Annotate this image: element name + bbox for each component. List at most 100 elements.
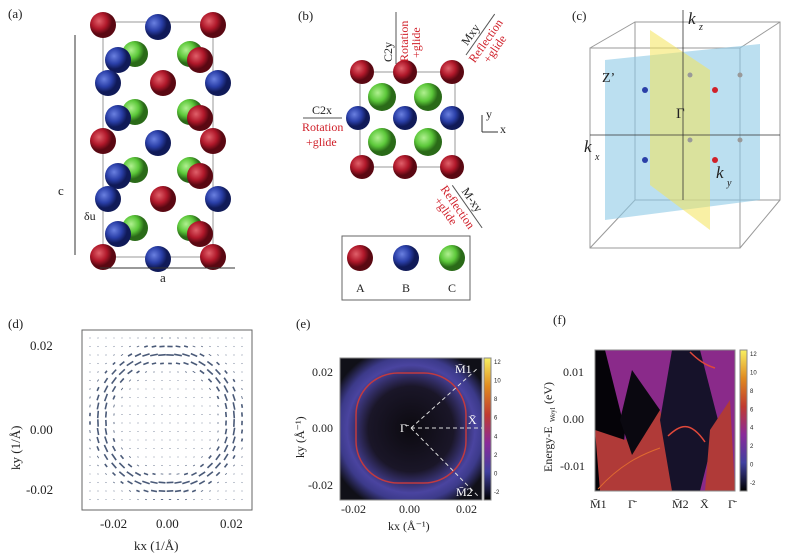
vector-arrow: [233, 490, 235, 492]
y-tick: 0.00: [563, 412, 584, 426]
vector-arrow: [103, 444, 109, 453]
vector-arrow: [193, 447, 195, 450]
vector-arrow: [177, 430, 179, 433]
atom-b: [205, 70, 231, 96]
vector-arrow: [158, 353, 166, 357]
vector-arrow: [129, 388, 131, 390]
vector-arrow: [192, 370, 196, 374]
heatmap: [339, 357, 483, 501]
vector-arrow: [96, 394, 100, 401]
vector-arrow: [144, 345, 148, 348]
atom-b: [95, 70, 121, 96]
vector-arrow: [174, 481, 182, 484]
vector-arrow: [150, 480, 158, 485]
atom-a: [200, 12, 226, 38]
vector-arrow: [105, 354, 107, 356]
vector-arrow: [190, 480, 198, 485]
atom-a: [440, 155, 464, 179]
vector-arrow: [119, 377, 125, 384]
vector-arrow: [209, 345, 211, 348]
vector-arrow: [225, 490, 227, 492]
vector-arrow: [121, 345, 123, 348]
vector-arrow: [127, 353, 133, 357]
y-tick: -0.02: [26, 482, 53, 497]
x-tick: M̄2: [672, 497, 689, 511]
vector-arrow: [113, 430, 115, 433]
vector-arrow: [225, 345, 227, 348]
m2-label: M̄2: [456, 485, 473, 499]
svg-text:k: k: [716, 163, 724, 182]
atom-b: [393, 106, 417, 130]
vector-arrow: [89, 388, 91, 390]
vector-arrow: [136, 464, 140, 467]
colorbar-tick: 6: [494, 416, 498, 422]
vector-arrow: [191, 471, 197, 477]
vector-arrow: [103, 393, 109, 402]
vector-arrow: [217, 438, 219, 442]
colorbar-tick: -2: [494, 490, 500, 496]
vector-arrow: [120, 387, 124, 391]
vector-arrow: [144, 371, 148, 373]
colorbar-tick: 10: [494, 379, 501, 385]
atom-b: [145, 130, 171, 156]
y-tick: 0.01: [563, 365, 584, 379]
colorbar-tick: 4: [750, 426, 754, 432]
vector-arrow: [136, 345, 140, 348]
atom-a: [350, 155, 374, 179]
vector-arrow: [225, 362, 227, 365]
vector-arrow: [129, 456, 131, 458]
atom-a: [187, 105, 213, 131]
vector-arrow: [216, 481, 220, 484]
vector-arrow: [105, 490, 107, 492]
y-tick: 0.00: [312, 421, 333, 435]
y-tick: 0.00: [30, 422, 53, 437]
atom-b: [105, 105, 131, 131]
vector-arrow: [201, 447, 203, 450]
vector-arrow: [233, 481, 235, 484]
vector-arrow: [111, 369, 117, 375]
svg-text:k: k: [688, 9, 696, 28]
x-tick: Γ̄: [628, 497, 637, 511]
atom-b: [95, 186, 121, 212]
vector-arrow: [224, 436, 228, 444]
svg-text:z: z: [698, 22, 703, 33]
atom-a: [200, 128, 226, 154]
vector-arrow: [127, 463, 133, 468]
vector-arrow: [215, 471, 221, 477]
atom-c: [368, 128, 396, 156]
vector-arrow: [223, 453, 229, 461]
vector-arrow: [223, 377, 229, 384]
vector-arrow: [206, 462, 214, 469]
vector-arrow: [153, 405, 155, 407]
gamma-label: Γ̄: [400, 421, 409, 435]
vector-arrow: [143, 472, 149, 476]
vector-arrow: [175, 345, 181, 348]
vector-arrow: [224, 428, 228, 435]
vector-arrow: [175, 362, 181, 365]
vector-arrow: [104, 411, 108, 418]
vector-arrow: [120, 353, 124, 357]
plot-frame: [81, 329, 253, 511]
vector-arrow: [97, 481, 99, 484]
vector-arrow: [232, 394, 236, 401]
vector-arrow: [142, 353, 150, 357]
x-tick: 0.00: [399, 502, 420, 516]
colorbar-tick: 2: [750, 444, 754, 450]
vector-arrow: [97, 362, 99, 365]
vector-arrow: [215, 386, 221, 392]
atom-a: [150, 70, 176, 96]
colorbar-tick: 2: [494, 453, 498, 459]
vector-arrow: [223, 385, 229, 393]
vector-arrow: [232, 455, 236, 459]
y-tick: -0.02: [308, 478, 333, 492]
m1-label: M̄1: [455, 362, 472, 376]
svg-text:Rotation: Rotation: [302, 120, 343, 134]
quiver-field: [89, 337, 244, 501]
vector-arrow: [241, 396, 243, 399]
atom-a: [350, 60, 374, 84]
atom-a: [393, 60, 417, 84]
vector-arrow: [96, 427, 100, 436]
svg-text:Energy-E: Energy-E: [541, 426, 555, 472]
colorbar-tick: 6: [750, 407, 754, 413]
vector-arrow: [150, 489, 158, 493]
